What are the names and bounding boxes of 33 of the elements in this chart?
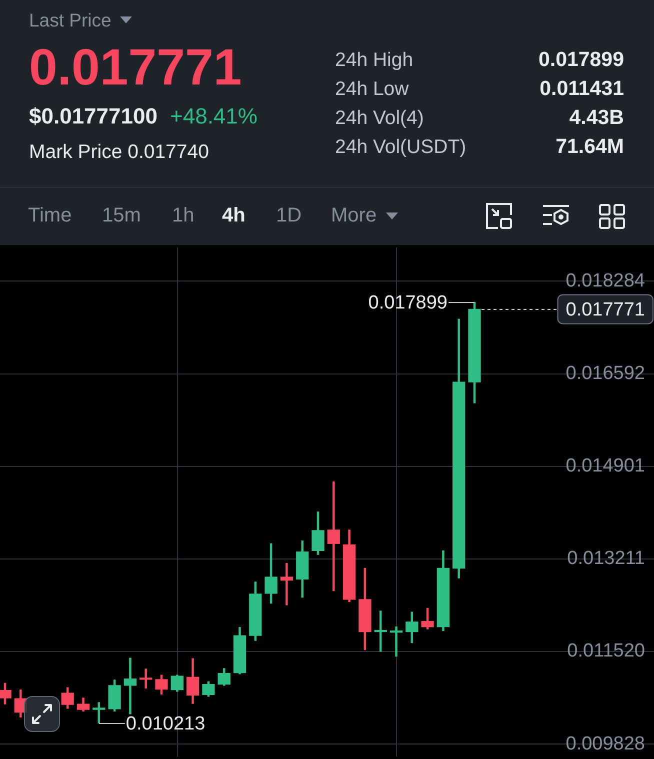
annotation: 0.017899	[368, 292, 448, 314]
text: 4h	[222, 204, 246, 228]
y-tick-label: 0.011520	[567, 640, 645, 662]
text: Mark Price 0.017740	[29, 140, 209, 164]
text: 0.017899	[538, 48, 624, 72]
candlestick	[140, 668, 152, 688]
text: 24h Low	[335, 78, 409, 100]
text: 24h Vol(4)	[335, 106, 424, 130]
candlestick	[124, 658, 137, 714]
text: 0.011431	[540, 77, 624, 101]
text: 4.43B	[569, 106, 624, 130]
text: More	[331, 204, 377, 228]
y-tick-label: 0.009828	[566, 733, 645, 754]
ref-line-label: 0.017771	[566, 299, 646, 320]
candlestick	[327, 481, 340, 592]
annotation: 0.010213	[126, 714, 206, 735]
text: 15m	[102, 204, 141, 228]
text: Last Price	[29, 9, 112, 31]
y-tick-label: 0.018284	[566, 270, 646, 292]
text: 24h High	[335, 48, 414, 72]
y-tick-label: 0.014901	[566, 456, 645, 477]
text: Time	[28, 204, 72, 228]
text: 1D	[276, 204, 302, 228]
text: $0.01777100	[29, 103, 158, 129]
candlestick	[390, 626, 403, 657]
y-tick-label: 0.013211	[567, 548, 645, 570]
text: 71.64M	[556, 135, 624, 159]
text: 0.017771	[29, 38, 242, 98]
y-tick-label: 0.016592	[566, 363, 645, 384]
text: +48.41%	[170, 103, 258, 129]
candlestick	[280, 562, 294, 606]
text: 24h Vol(USDT)	[335, 136, 466, 158]
text: 1h	[172, 204, 194, 228]
